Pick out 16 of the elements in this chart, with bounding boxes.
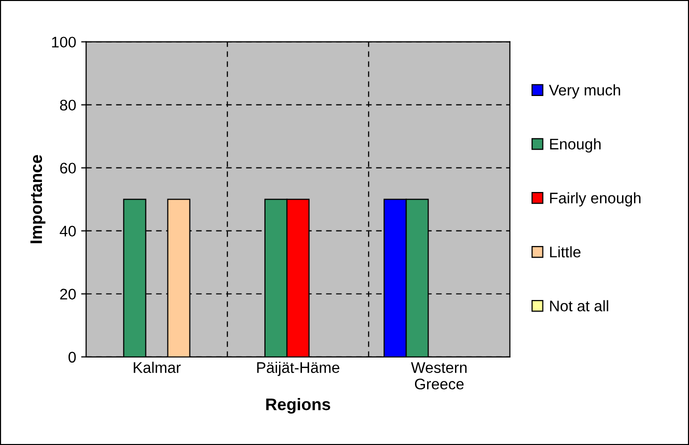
y-tick-label: 100	[52, 36, 76, 48]
legend-label: Very much	[548, 84, 620, 99]
x-tick-label: Kalmar	[134, 362, 181, 373]
y-tick-label: 40	[60, 226, 76, 237]
legend-label: Fairly enough	[550, 192, 640, 206]
y-tick-label: 80	[60, 100, 76, 111]
legend-label: Not at all	[550, 300, 608, 312]
y-tick-label: 20	[60, 288, 76, 300]
y-tick-label: 60	[60, 162, 76, 174]
y-axis-title: Importance	[30, 155, 46, 244]
x-tick-label: Western Greece	[411, 362, 467, 390]
legend-label: Little	[550, 246, 580, 258]
y-tick-label: 0	[68, 352, 76, 363]
x-axis-title: Regions	[266, 398, 330, 414]
x-tick-label: Päijät-Häme	[257, 362, 340, 376]
legend-label: Enough	[550, 138, 601, 153]
